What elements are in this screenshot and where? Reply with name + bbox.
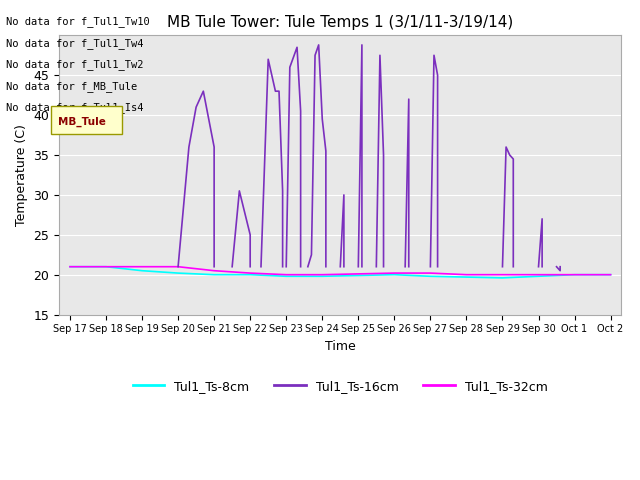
Tul1_Ts-32cm — [499, 272, 506, 277]
Tul1_Ts-32cm — [463, 272, 470, 277]
Text: No data for f_Tul1_Tw4: No data for f_Tul1_Tw4 — [6, 37, 144, 48]
Tul1_Ts-32cm — [66, 264, 74, 270]
Tul1_Ts-8cm — [319, 274, 326, 279]
Tul1_Ts-32cm — [102, 264, 110, 270]
Tul1_Ts-8cm — [426, 274, 434, 279]
Y-axis label: Temperature (C): Temperature (C) — [15, 124, 28, 226]
Tul1_Ts-32cm — [534, 272, 542, 277]
Tul1_Ts-32cm — [174, 264, 182, 270]
Tul1_Ts-8cm — [571, 272, 579, 277]
Tul1_Ts-8cm — [534, 274, 542, 279]
Tul1_Ts-32cm — [390, 270, 398, 276]
Tul1_Ts-16cm — [200, 88, 207, 94]
Tul1_Ts-8cm — [246, 272, 254, 277]
Tul1_Ts-8cm — [174, 270, 182, 276]
Tul1_Ts-8cm — [607, 272, 614, 277]
Tul1_Ts-8cm — [102, 264, 110, 270]
Tul1_Ts-32cm — [211, 268, 218, 274]
Text: No data for f_Tul1_Is4: No data for f_Tul1_Is4 — [6, 102, 144, 113]
Tul1_Ts-32cm — [246, 270, 254, 276]
Tul1_Ts-32cm — [355, 271, 362, 277]
X-axis label: Time: Time — [325, 340, 356, 353]
Tul1_Ts-16cm — [192, 104, 200, 110]
Line: Tul1_Ts-8cm: Tul1_Ts-8cm — [70, 267, 611, 278]
Line: Tul1_Ts-16cm: Tul1_Ts-16cm — [178, 91, 214, 267]
Line: Tul1_Ts-32cm: Tul1_Ts-32cm — [70, 267, 611, 275]
Legend: Tul1_Ts-8cm, Tul1_Ts-16cm, Tul1_Ts-32cm: Tul1_Ts-8cm, Tul1_Ts-16cm, Tul1_Ts-32cm — [128, 375, 552, 398]
Tul1_Ts-8cm — [211, 272, 218, 277]
Tul1_Ts-8cm — [463, 274, 470, 280]
Tul1_Ts-8cm — [66, 264, 74, 270]
Tul1_Ts-8cm — [138, 268, 146, 274]
Text: No data for f_Tul1_Tw2: No data for f_Tul1_Tw2 — [6, 59, 144, 70]
Tul1_Ts-32cm — [319, 272, 326, 277]
Tul1_Ts-16cm — [211, 144, 218, 150]
Tul1_Ts-32cm — [607, 272, 614, 277]
Text: No data for f_Tul1_Tw10: No data for f_Tul1_Tw10 — [6, 16, 150, 27]
Tul1_Ts-8cm — [355, 273, 362, 278]
Tul1_Ts-32cm — [571, 272, 579, 277]
Tul1_Ts-8cm — [499, 275, 506, 281]
Title: MB Tule Tower: Tule Temps 1 (3/1/11-3/19/14): MB Tule Tower: Tule Temps 1 (3/1/11-3/19… — [167, 15, 513, 30]
Tul1_Ts-8cm — [282, 274, 290, 279]
Tul1_Ts-16cm — [211, 264, 218, 270]
Tul1_Ts-32cm — [426, 270, 434, 276]
Tul1_Ts-32cm — [138, 264, 146, 270]
Tul1_Ts-16cm — [174, 264, 182, 270]
Tul1_Ts-8cm — [390, 272, 398, 277]
Text: No data for f_MB_Tule: No data for f_MB_Tule — [6, 81, 138, 92]
Tul1_Ts-32cm — [282, 272, 290, 277]
Tul1_Ts-16cm — [185, 144, 193, 150]
Text: MB_Tule: MB_Tule — [58, 117, 106, 127]
